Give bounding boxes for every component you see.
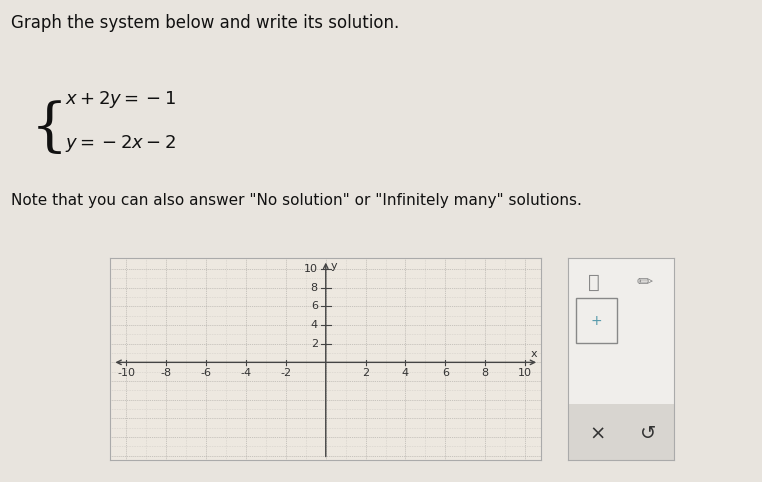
Text: -2: -2 (280, 368, 291, 378)
Text: 10: 10 (518, 368, 532, 378)
Text: 2: 2 (311, 339, 318, 348)
Text: Graph the system below and write its solution.: Graph the system below and write its sol… (11, 14, 400, 32)
Text: ✏: ✏ (636, 273, 653, 292)
Text: 8: 8 (311, 283, 318, 293)
FancyBboxPatch shape (568, 403, 674, 460)
Text: 4: 4 (311, 320, 318, 330)
Text: $y=-2x-2$: $y=-2x-2$ (65, 133, 176, 154)
Text: ↺: ↺ (639, 425, 656, 443)
Text: 2: 2 (362, 368, 369, 378)
Text: ⬜: ⬜ (588, 273, 600, 292)
Text: ×: × (589, 425, 606, 443)
Text: y: y (331, 261, 338, 271)
Text: 4: 4 (402, 368, 409, 378)
Text: 8: 8 (482, 368, 488, 378)
Text: Note that you can also answer "No solution" or "Infinitely many" solutions.: Note that you can also answer "No soluti… (11, 193, 582, 208)
Text: {: { (30, 101, 68, 157)
Text: -10: -10 (117, 368, 136, 378)
Text: -4: -4 (241, 368, 251, 378)
Text: $x+2y=-1$: $x+2y=-1$ (65, 89, 176, 110)
Text: -8: -8 (161, 368, 172, 378)
Text: 10: 10 (304, 264, 318, 274)
Text: x: x (530, 349, 537, 359)
Text: 6: 6 (442, 368, 449, 378)
Text: 6: 6 (311, 301, 318, 311)
Text: +: + (591, 314, 602, 328)
Text: -6: -6 (200, 368, 212, 378)
